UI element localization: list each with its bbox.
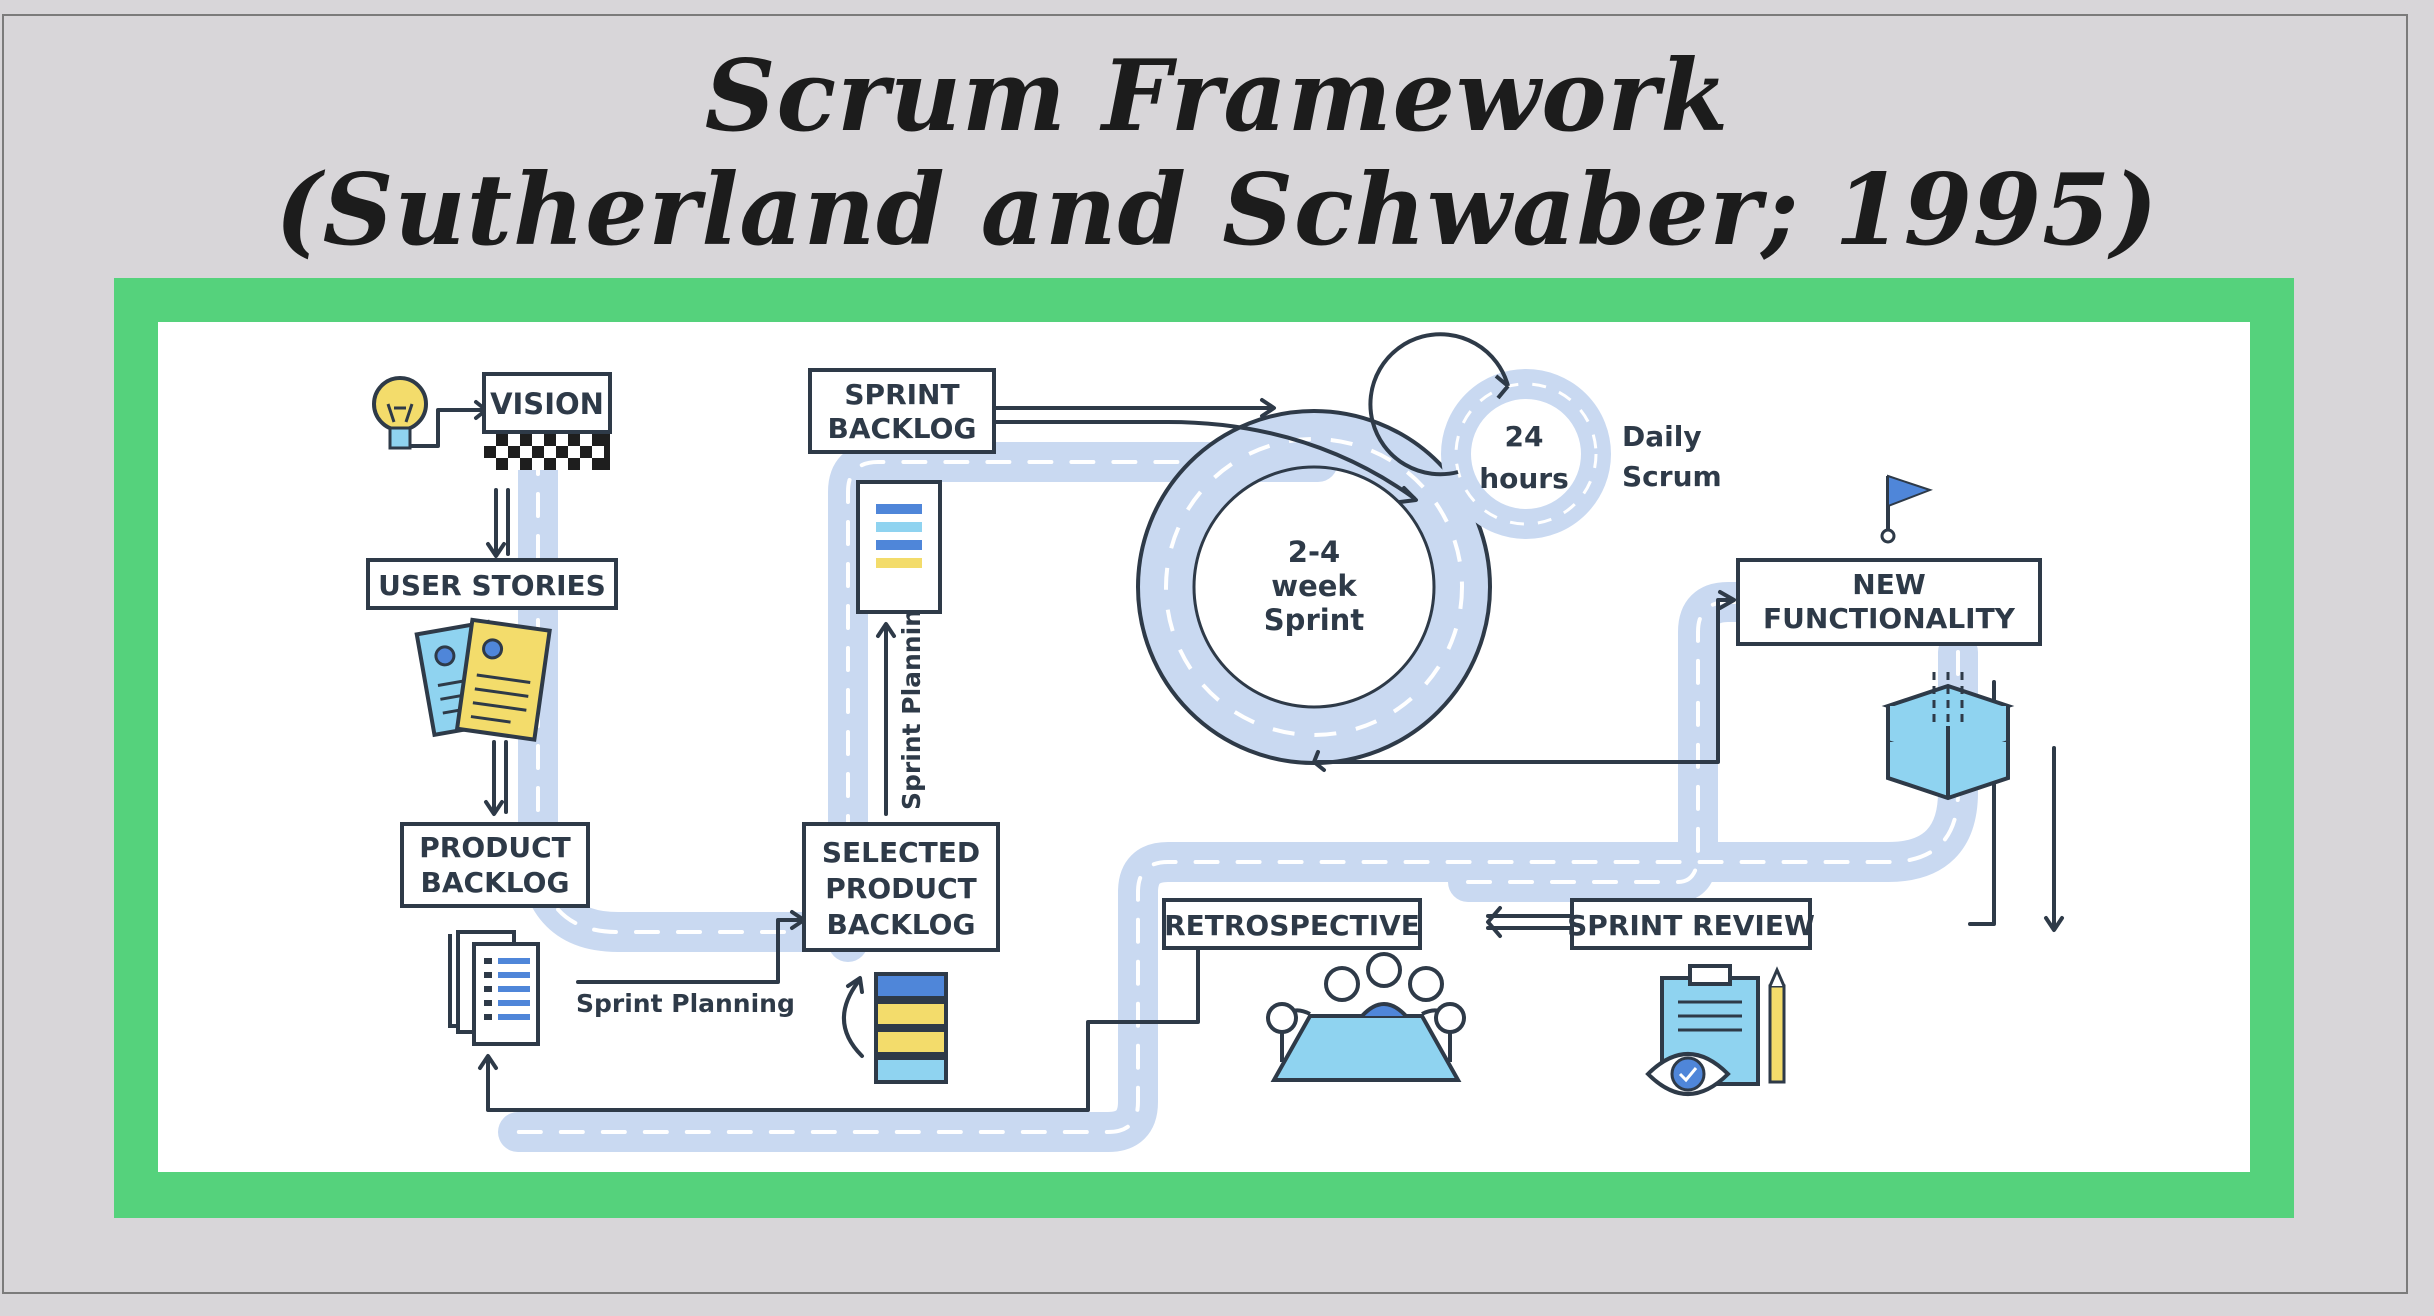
daily-cycle-label: 24 hours (1479, 420, 1569, 495)
title-line-1: Scrum Framework (704, 39, 1730, 154)
label-product-backlog-1: PRODUCT (419, 831, 571, 864)
title-line-2: (Sutherland and Schwaber; 1995) (275, 153, 2159, 268)
selected-backlog-stack-icon (874, 972, 948, 1084)
box-user-stories: USER STORIES (366, 558, 618, 610)
sprint-cycle-label: 2-4 week Sprint (1264, 535, 1365, 637)
label-selected-3: BACKLOG (827, 908, 976, 941)
review-clipboard-eye-icon (1645, 964, 1786, 1096)
user-story-cards-icon (414, 617, 552, 742)
label-sprint-planning: Sprint Planning (576, 989, 795, 1018)
label-selected-1: SELECTED (822, 836, 980, 869)
scrum-diagram-svg: VISION USER STORIES PRODUCT BACKLOG Spri… (366, 332, 2064, 1152)
lightbulb-icon (372, 376, 428, 450)
daily-scrum-loop (1368, 332, 1611, 539)
label-new: NEW (1852, 568, 1926, 601)
daily-scrum-label: Daily Scrum (1622, 420, 1722, 493)
product-box-icon (1881, 672, 2015, 801)
label-daily: Daily (1622, 420, 1702, 453)
label-sprint-backlog-1: SPRINT (844, 378, 959, 411)
label-functionality: FUNCTIONALITY (1763, 602, 2016, 635)
finish-flag-icon (1880, 474, 1933, 544)
label-sprint-review: SPRINT REVIEW (1567, 909, 1815, 942)
scrum-diagram: VISION USER STORIES PRODUCT BACKLOG Spri… (158, 322, 2250, 1172)
box-sprint-review: SPRINT REVIEW (1567, 898, 1815, 950)
box-product-backlog: PRODUCT BACKLOG (400, 822, 590, 908)
label-sprint-cycle-1: 2-4 (1288, 535, 1340, 569)
label-hours: hours (1479, 462, 1569, 495)
label-selected-2: PRODUCT (825, 872, 977, 905)
label-sprint-backlog-2: BACKLOG (828, 412, 977, 445)
label-retrospective: RETROSPECTIVE (1164, 909, 1420, 942)
label-product-backlog-2: BACKLOG (421, 866, 570, 899)
sprint-circle-road (1136, 409, 1492, 765)
label-sprint-cycle-2: week (1271, 569, 1357, 603)
box-new-functionality: NEW FUNCTIONALITY (1736, 558, 2042, 646)
label-24: 24 (1505, 420, 1544, 453)
label-user-stories: USER STORIES (378, 569, 606, 602)
slide-border (2, 14, 2408, 1294)
box-sprint-backlog: SPRINT BACKLOG (808, 368, 996, 454)
box-selected-product-backlog: SELECTED PRODUCT BACKLOG (802, 822, 1000, 952)
product-backlog-doc-icon (448, 930, 540, 1046)
connectors (408, 398, 2064, 1112)
box-retrospective: RETROSPECTIVE (1162, 898, 1422, 950)
label-scrum: Scrum (1622, 460, 1722, 493)
box-vision: VISION (482, 372, 612, 434)
label-sprint-planning-vertical: Sprint Planning (897, 591, 926, 810)
finish-flag-pattern (484, 434, 610, 470)
team-meeting-icon (1266, 952, 1466, 1082)
sprint-backlog-doc-icon (856, 480, 942, 614)
label-vision: VISION (490, 387, 604, 421)
slide-title: Scrum Framework (Sutherland and Schwaber… (0, 40, 2434, 268)
label-sprint-cycle-3: Sprint (1264, 603, 1365, 637)
